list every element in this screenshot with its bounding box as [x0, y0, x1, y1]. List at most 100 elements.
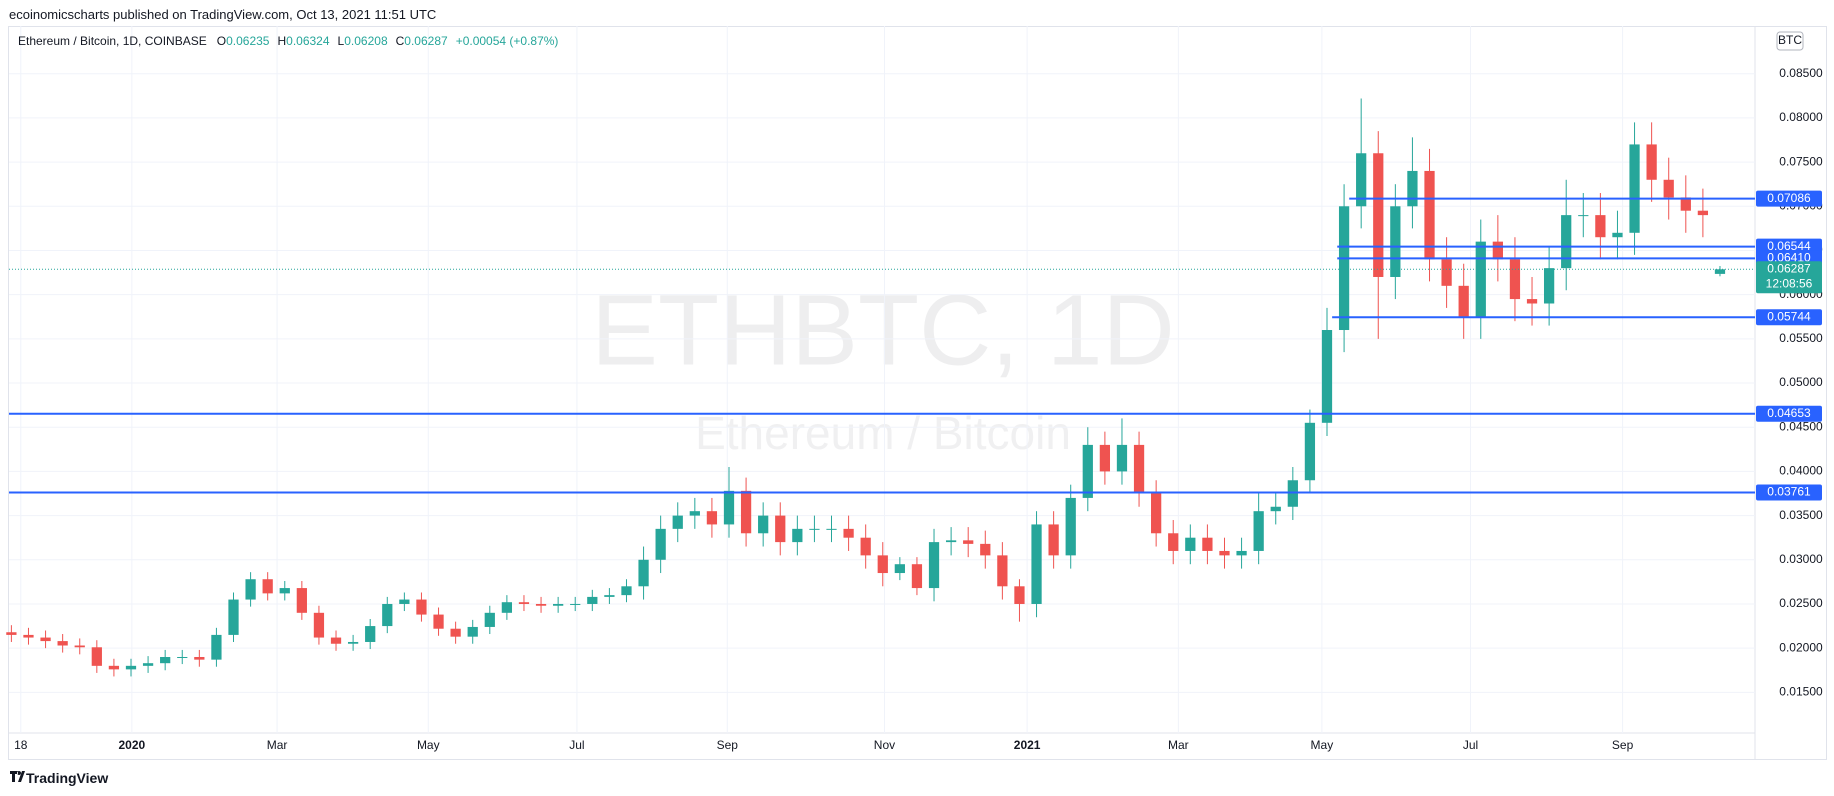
- candle-body: [621, 586, 632, 596]
- change: +0.00054 (+0.87%): [455, 34, 559, 48]
- candle-body: [655, 528, 666, 560]
- symbol-header: Ethereum / Bitcoin, 1D, COINBASE O 0.0623…: [18, 34, 566, 48]
- price-marker: [1756, 405, 1822, 422]
- x-tick-label: Mar: [267, 738, 288, 752]
- last-price-marker: [1756, 261, 1822, 294]
- candle-body: [928, 542, 940, 589]
- candle-body: [347, 641, 359, 644]
- candle-body: [1595, 215, 1606, 238]
- candle-body: [1390, 206, 1401, 277]
- candle-body: [313, 612, 325, 638]
- price-marker: [1756, 190, 1822, 207]
- watermark-sub: Ethereum / Bitcoin: [695, 407, 1071, 459]
- candle-body: [57, 641, 68, 646]
- y-tick-label: 0.01500: [1779, 685, 1823, 699]
- y-tick-label: 0.02500: [1779, 596, 1823, 610]
- ohlc-value: 0.06208: [344, 34, 388, 48]
- currency-box: [1776, 31, 1804, 51]
- candle-body: [467, 626, 478, 637]
- symbol: Ethereum / Bitcoin, 1D, COINBASE: [18, 34, 207, 48]
- y-tick-label: 0.04500: [1779, 419, 1823, 433]
- y-tick-label: 0.05000: [1779, 375, 1823, 389]
- candle-body: [1578, 215, 1589, 217]
- candle-body: [365, 626, 376, 642]
- ohlc-value: 0.06287: [404, 34, 448, 48]
- x-tick-label: Sep: [1612, 738, 1634, 752]
- candle-body: [1065, 497, 1076, 556]
- price-marker-label: 0.06544: [1767, 239, 1811, 253]
- candle-body: [177, 656, 188, 658]
- candle-body: [1151, 493, 1162, 534]
- candle-body: [1048, 524, 1059, 556]
- price-marker-label: 0.06410: [1767, 251, 1811, 265]
- candle-body: [399, 599, 410, 604]
- candle-body: [1526, 299, 1538, 304]
- candle-body: [706, 511, 718, 525]
- candle-body: [1133, 444, 1145, 494]
- logo-icon: [10, 771, 25, 782]
- candle-body: [1663, 179, 1674, 198]
- last-price-label: 0.06287: [1767, 261, 1811, 275]
- x-tick-label: Nov: [874, 738, 895, 752]
- candle-body: [809, 528, 820, 530]
- candle-body: [638, 559, 649, 587]
- x-tick-label: May: [1311, 738, 1334, 752]
- candle-body: [108, 665, 120, 670]
- y-tick-label: 0.04000: [1779, 464, 1823, 478]
- candle-body: [1492, 241, 1503, 260]
- price-marker-label: 0.05744: [1767, 309, 1811, 323]
- x-tick-label: 2020: [118, 738, 145, 752]
- candle-body: [74, 645, 85, 648]
- x-tick-label: Mar: [1168, 738, 1189, 752]
- candle-body: [142, 663, 154, 666]
- candle-body: [450, 628, 461, 637]
- candle-body: [484, 612, 495, 627]
- y-tick-label: 0.08000: [1779, 110, 1823, 124]
- candle-body: [1168, 533, 1179, 551]
- candle-body: [501, 602, 513, 613]
- candle-body: [570, 603, 581, 605]
- ohlc-key: H: [277, 34, 287, 48]
- candle-body: [6, 632, 17, 635]
- candle-body: [245, 579, 256, 600]
- candle-body: [758, 515, 769, 534]
- candle-body: [963, 540, 974, 544]
- candle-body: [1612, 232, 1623, 238]
- candle-body: [843, 528, 854, 538]
- price-marker-label: 0.03761: [1767, 485, 1811, 499]
- candle-body: [1270, 506, 1281, 512]
- y-tick-label: 0.08500: [1779, 66, 1823, 80]
- candle-body: [296, 588, 307, 613]
- candle-body: [945, 540, 957, 543]
- candle-body: [160, 656, 171, 664]
- published-note: ecoinomicscharts published on TradingVie…: [9, 7, 437, 22]
- candle-body: [211, 634, 222, 660]
- currency-label: BTC: [1778, 33, 1802, 47]
- y-tick-label: 0.05500: [1779, 331, 1823, 345]
- candle-body: [1253, 511, 1264, 551]
- candle-body: [1407, 170, 1418, 207]
- candle-body: [23, 634, 34, 638]
- candle-body: [279, 588, 290, 594]
- candle-body: [125, 665, 137, 670]
- candle-body: [1236, 550, 1247, 556]
- candle-body: [382, 603, 393, 627]
- countdown-label: 12:08:56: [1766, 276, 1813, 290]
- candle-body: [416, 599, 427, 615]
- candle-body: [1714, 269, 1726, 274]
- ohlc-value: 0.06235: [226, 34, 270, 48]
- candle-body: [1082, 444, 1093, 498]
- watermark: ETHBTC, 1D: [591, 274, 1174, 386]
- candle-body: [1356, 153, 1367, 207]
- price-marker: [1756, 309, 1822, 326]
- candle-body: [997, 555, 1008, 587]
- x-tick-label: 18: [14, 738, 28, 752]
- candle-body: [40, 637, 51, 642]
- candle-body: [723, 490, 735, 525]
- candle-body: [433, 614, 444, 629]
- candle-body: [1304, 422, 1316, 481]
- candle-body: [228, 599, 239, 635]
- candle-body: [911, 564, 923, 589]
- candle-body: [535, 603, 547, 606]
